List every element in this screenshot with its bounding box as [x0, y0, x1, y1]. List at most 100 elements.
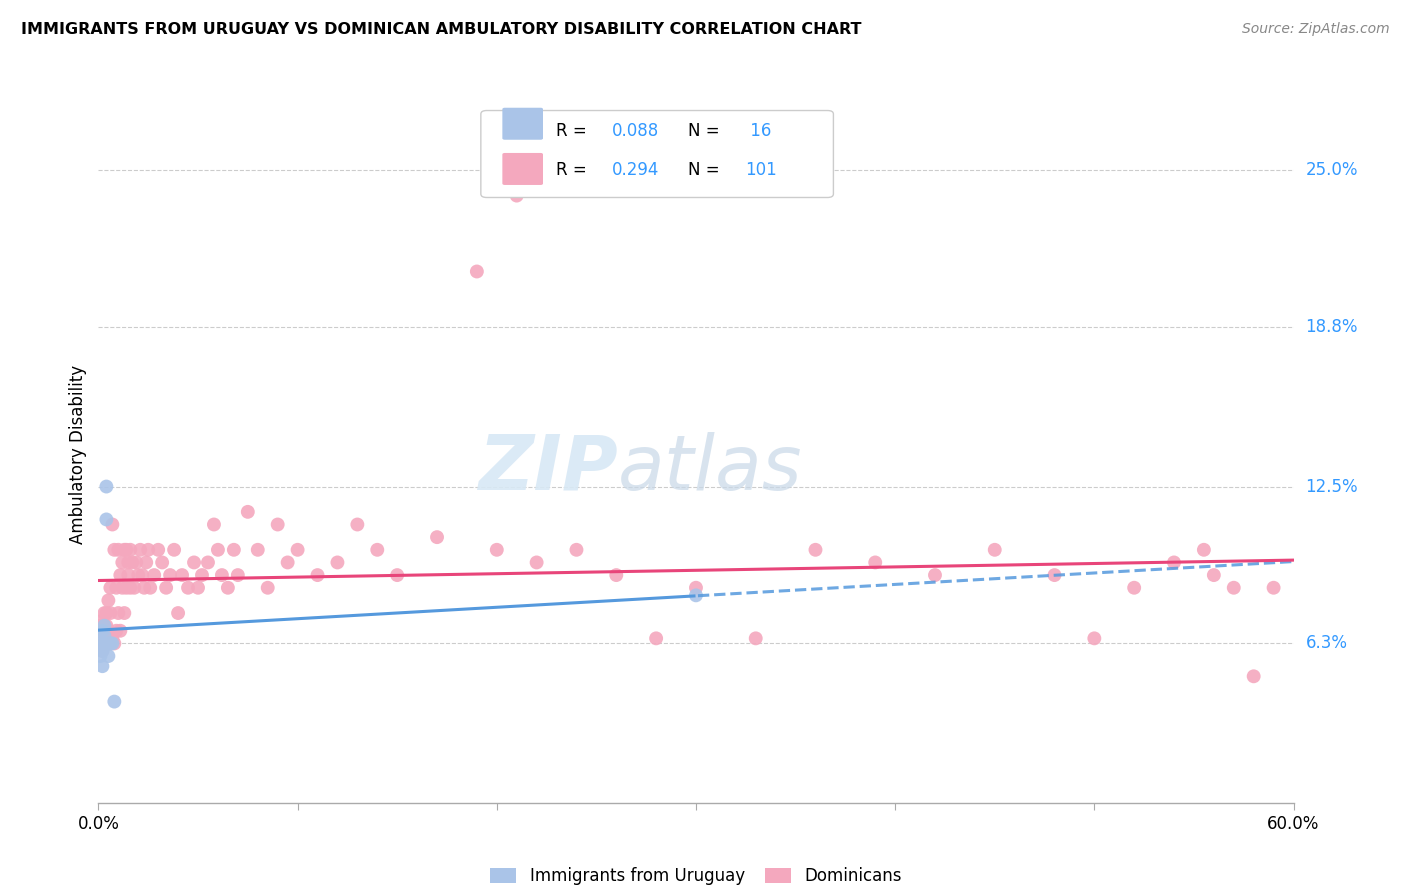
Point	[117, 568, 139, 582]
Point	[96, 512, 118, 526]
Point	[93, 618, 115, 632]
Text: 0.088: 0.088	[612, 122, 659, 140]
Point	[96, 632, 118, 646]
Point	[1123, 581, 1146, 595]
Point	[326, 556, 349, 570]
Point	[139, 581, 162, 595]
Point	[1083, 632, 1105, 646]
Point	[191, 568, 214, 582]
Point	[246, 542, 269, 557]
Text: 0.294: 0.294	[612, 161, 659, 178]
Point	[96, 618, 118, 632]
Point	[97, 624, 120, 638]
Point	[89, 636, 111, 650]
Point	[91, 632, 114, 646]
Point	[187, 581, 209, 595]
Point	[197, 556, 219, 570]
Point	[101, 517, 124, 532]
Point	[226, 568, 249, 582]
Point	[111, 581, 134, 595]
Point	[103, 695, 125, 709]
Point	[105, 581, 128, 595]
Point	[91, 644, 114, 658]
Point	[97, 593, 120, 607]
Point	[287, 542, 309, 557]
Text: 25.0%: 25.0%	[1305, 161, 1358, 179]
Point	[107, 606, 129, 620]
Point	[93, 636, 115, 650]
Text: N =: N =	[688, 122, 724, 140]
Point	[93, 629, 115, 643]
Point	[135, 556, 157, 570]
Point	[267, 517, 290, 532]
Point	[103, 636, 125, 650]
Point	[93, 606, 115, 620]
Text: IMMIGRANTS FROM URUGUAY VS DOMINICAN AMBULATORY DISABILITY CORRELATION CHART: IMMIGRANTS FROM URUGUAY VS DOMINICAN AMB…	[21, 22, 862, 37]
Point	[163, 542, 186, 557]
Point	[93, 618, 115, 632]
Point	[129, 542, 152, 557]
Point	[143, 568, 166, 582]
Point	[98, 606, 122, 620]
Text: Source: ZipAtlas.com: Source: ZipAtlas.com	[1241, 22, 1389, 37]
Point	[91, 659, 114, 673]
Point	[98, 581, 122, 595]
Point	[217, 581, 239, 595]
Point	[103, 542, 125, 557]
Point	[89, 636, 111, 650]
Point	[148, 542, 170, 557]
Point	[134, 581, 156, 595]
Point	[91, 644, 114, 658]
Point	[222, 542, 245, 557]
Point	[155, 581, 177, 595]
Point	[983, 542, 1005, 557]
Point	[183, 556, 205, 570]
Point	[211, 568, 233, 582]
Point	[111, 556, 134, 570]
Point	[112, 542, 135, 557]
Point	[93, 636, 115, 650]
Point	[863, 556, 886, 570]
Point	[91, 624, 114, 638]
Point	[115, 581, 138, 595]
Point	[207, 542, 229, 557]
Point	[256, 581, 278, 595]
Text: 101: 101	[745, 161, 776, 178]
Point	[804, 542, 827, 557]
FancyBboxPatch shape	[502, 153, 543, 185]
Point	[645, 632, 668, 646]
Legend: Immigrants from Uruguay, Dominicans: Immigrants from Uruguay, Dominicans	[489, 867, 903, 885]
Point	[136, 542, 159, 557]
Point	[97, 636, 120, 650]
Point	[131, 568, 153, 582]
Point	[101, 632, 124, 646]
Text: R =: R =	[557, 161, 592, 178]
Text: R =: R =	[557, 122, 592, 140]
Point	[91, 614, 114, 628]
Point	[202, 517, 225, 532]
Point	[115, 542, 138, 557]
Point	[120, 542, 142, 557]
Point	[685, 581, 707, 595]
Point	[526, 556, 548, 570]
Point	[565, 542, 588, 557]
Point	[117, 556, 139, 570]
Point	[277, 556, 299, 570]
Point	[121, 556, 143, 570]
Point	[110, 624, 132, 638]
Point	[93, 624, 115, 638]
Point	[97, 648, 120, 663]
Point	[89, 618, 111, 632]
Point	[96, 479, 118, 493]
Text: 18.8%: 18.8%	[1305, 318, 1358, 336]
Point	[924, 568, 946, 582]
Point	[1192, 542, 1215, 557]
Point	[107, 542, 129, 557]
Point	[150, 556, 173, 570]
Point	[1222, 581, 1246, 595]
FancyBboxPatch shape	[502, 108, 543, 140]
Point	[1043, 568, 1066, 582]
Point	[98, 636, 122, 650]
Y-axis label: Ambulatory Disability: Ambulatory Disability	[69, 366, 87, 544]
Point	[346, 517, 368, 532]
